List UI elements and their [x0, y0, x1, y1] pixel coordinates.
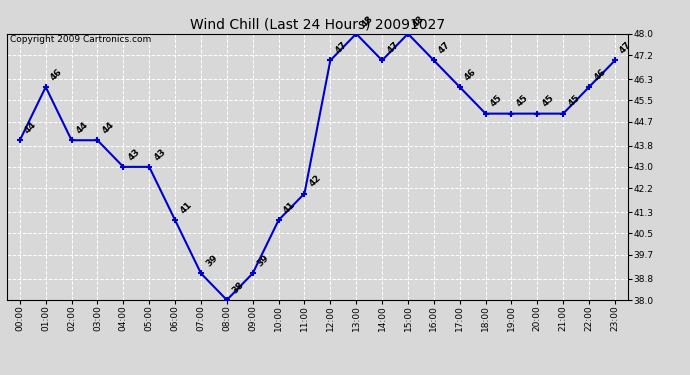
Text: 41: 41 — [178, 200, 193, 215]
Text: 38: 38 — [230, 280, 245, 295]
Text: 47: 47 — [385, 40, 401, 56]
Text: 45: 45 — [566, 93, 582, 109]
Text: 47: 47 — [618, 40, 633, 56]
Text: 46: 46 — [592, 67, 607, 82]
Text: 48: 48 — [359, 13, 375, 29]
Text: 42: 42 — [308, 173, 323, 189]
Text: 43: 43 — [152, 147, 168, 162]
Text: 48: 48 — [411, 13, 426, 29]
Text: 45: 45 — [515, 93, 530, 109]
Text: 39: 39 — [204, 253, 219, 268]
Text: 47: 47 — [333, 40, 349, 56]
Text: Copyright 2009 Cartronics.com: Copyright 2009 Cartronics.com — [10, 35, 151, 44]
Text: 44: 44 — [23, 120, 39, 135]
Text: 44: 44 — [75, 120, 90, 135]
Text: 45: 45 — [489, 93, 504, 109]
Text: 43: 43 — [126, 147, 141, 162]
Title: Wind Chill (Last 24 Hours) 20091027: Wind Chill (Last 24 Hours) 20091027 — [190, 17, 445, 31]
Text: 46: 46 — [463, 67, 478, 82]
Text: 39: 39 — [256, 253, 271, 268]
Text: 44: 44 — [101, 120, 116, 135]
Text: 47: 47 — [437, 40, 453, 56]
Text: 46: 46 — [49, 67, 64, 82]
Text: 45: 45 — [540, 93, 555, 109]
Text: 41: 41 — [282, 200, 297, 215]
